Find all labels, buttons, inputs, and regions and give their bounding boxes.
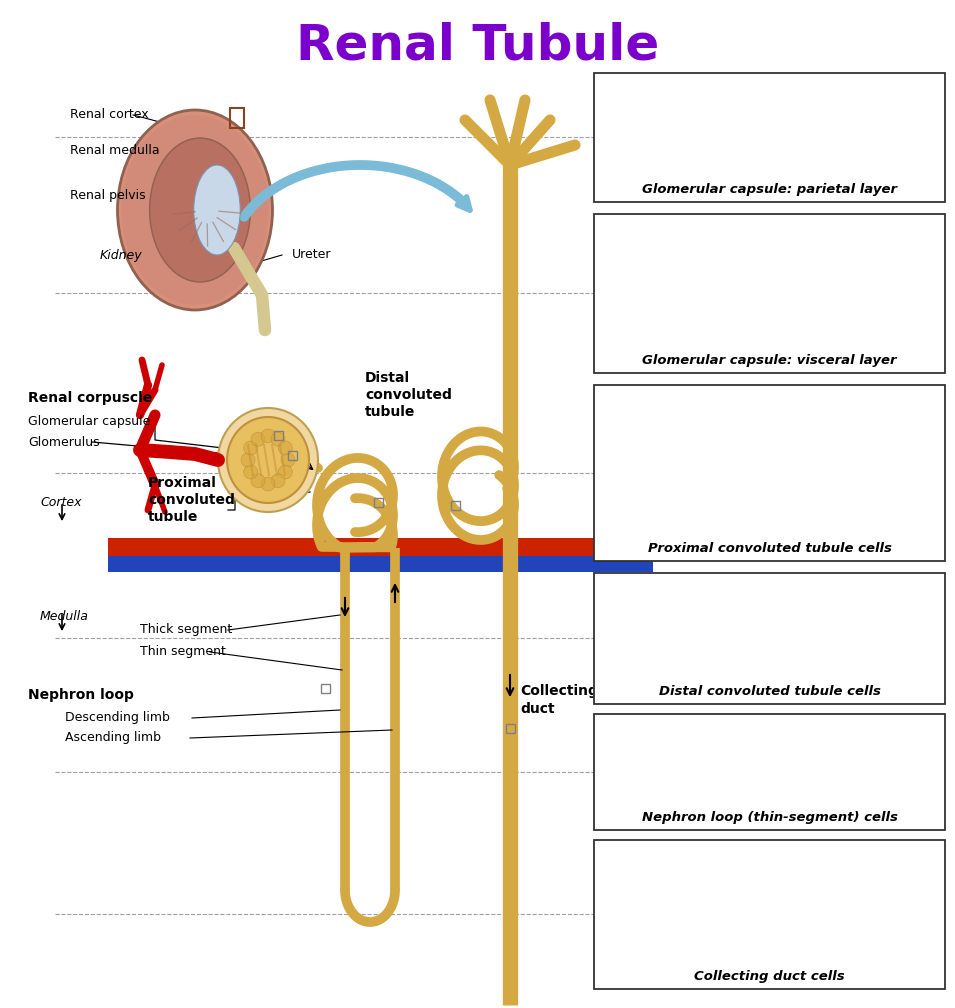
Ellipse shape bbox=[150, 138, 250, 282]
Text: Thin segment: Thin segment bbox=[140, 645, 226, 658]
Text: Collecting duct cells: Collecting duct cells bbox=[694, 970, 845, 983]
Ellipse shape bbox=[261, 429, 275, 443]
Text: Principal cell: Principal cell bbox=[605, 850, 679, 863]
Bar bbox=[230, 108, 244, 128]
Text: Microvilli: Microvilli bbox=[605, 395, 657, 408]
Bar bbox=[273, 430, 283, 439]
Bar bbox=[594, 573, 945, 704]
Bar bbox=[451, 501, 459, 509]
Text: Nephron loop (thin-segment) cells: Nephron loop (thin-segment) cells bbox=[642, 810, 898, 824]
Ellipse shape bbox=[117, 110, 272, 310]
Ellipse shape bbox=[251, 474, 265, 488]
Text: Ascending limb: Ascending limb bbox=[65, 732, 161, 745]
Text: Proximal
convoluted
tubule: Proximal convoluted tubule bbox=[148, 476, 235, 524]
Ellipse shape bbox=[218, 408, 318, 512]
Bar bbox=[594, 73, 945, 202]
Text: Thick segment: Thick segment bbox=[140, 624, 232, 636]
Ellipse shape bbox=[244, 465, 258, 479]
Ellipse shape bbox=[278, 442, 292, 455]
Text: Highly infolded plasma
membrane: Highly infolded plasma membrane bbox=[657, 509, 793, 537]
Ellipse shape bbox=[278, 465, 292, 479]
Text: Cortex: Cortex bbox=[40, 496, 81, 508]
Bar bbox=[108, 538, 653, 556]
Text: Renal cortex: Renal cortex bbox=[70, 109, 149, 122]
Bar bbox=[594, 214, 945, 373]
Text: Basement
membrane: Basement membrane bbox=[749, 234, 814, 262]
Bar bbox=[594, 385, 945, 561]
Bar bbox=[594, 714, 945, 830]
Text: Renal pelvis: Renal pelvis bbox=[70, 188, 145, 202]
Text: Glomerular capsule: parietal layer: Glomerular capsule: parietal layer bbox=[642, 182, 898, 196]
Ellipse shape bbox=[261, 477, 275, 491]
Text: Renal medulla: Renal medulla bbox=[70, 143, 159, 156]
Text: Distal
convoluted
tubule: Distal convoluted tubule bbox=[365, 371, 452, 419]
Text: Kidney: Kidney bbox=[100, 249, 142, 261]
Text: Renal corpuscle: Renal corpuscle bbox=[28, 391, 152, 405]
Text: Distal convoluted tubule cells: Distal convoluted tubule cells bbox=[659, 684, 881, 698]
Bar bbox=[287, 451, 296, 460]
Bar bbox=[505, 724, 515, 733]
Text: Glomerular capsule: Glomerular capsule bbox=[28, 415, 150, 428]
Text: Proximal convoluted tubule cells: Proximal convoluted tubule cells bbox=[647, 542, 892, 555]
Text: Descending limb: Descending limb bbox=[65, 712, 170, 725]
Text: Intercalated
cell: Intercalated cell bbox=[787, 850, 859, 878]
Ellipse shape bbox=[271, 432, 285, 447]
Ellipse shape bbox=[251, 432, 265, 447]
Text: Renal Tubule: Renal Tubule bbox=[296, 21, 659, 69]
Text: Podocyte: Podocyte bbox=[749, 276, 802, 288]
Ellipse shape bbox=[194, 165, 241, 255]
Text: Medulla: Medulla bbox=[40, 611, 89, 624]
Ellipse shape bbox=[281, 453, 295, 467]
Text: Glomerulus: Glomerulus bbox=[28, 435, 99, 449]
Ellipse shape bbox=[121, 115, 268, 305]
Bar bbox=[108, 556, 653, 572]
Text: Collecting
duct: Collecting duct bbox=[520, 684, 598, 716]
Bar bbox=[321, 683, 329, 692]
Text: Mitochondria: Mitochondria bbox=[770, 395, 847, 408]
Text: Glomerular capsule: visceral layer: Glomerular capsule: visceral layer bbox=[643, 354, 897, 367]
Text: Nephron loop: Nephron loop bbox=[28, 688, 134, 702]
Ellipse shape bbox=[241, 453, 255, 467]
Bar bbox=[373, 498, 383, 506]
Ellipse shape bbox=[271, 474, 285, 488]
Bar bbox=[594, 840, 945, 989]
Ellipse shape bbox=[227, 417, 309, 503]
Text: Fenestrated
endothelium of
the glomerulus: Fenestrated endothelium of the glomerulu… bbox=[749, 295, 838, 339]
Text: Ureter: Ureter bbox=[292, 249, 331, 261]
Ellipse shape bbox=[244, 442, 258, 455]
